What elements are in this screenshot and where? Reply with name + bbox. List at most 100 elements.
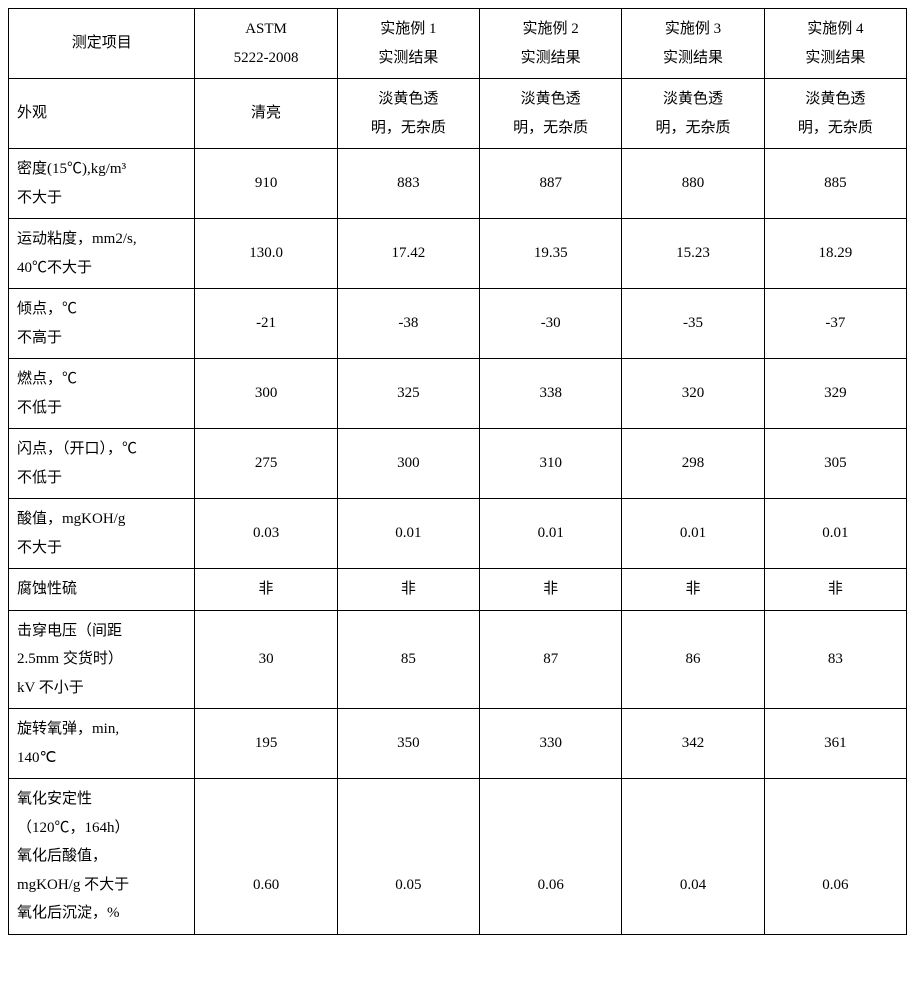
row-cell: 880 xyxy=(622,149,764,219)
row-cell: 887 xyxy=(480,149,622,219)
cell-line: 淡黄色透 xyxy=(488,85,613,114)
label-line: 击穿电压（间距 xyxy=(17,617,186,646)
row-cell: 非 xyxy=(622,569,764,611)
label-line: 氧化安定性 xyxy=(17,785,186,814)
row-cell: -35 xyxy=(622,289,764,359)
label-line: 氧化后沉淀，% xyxy=(17,899,186,928)
label-line: 燃点，℃ xyxy=(17,365,186,394)
row-cell: 0.06 xyxy=(764,779,906,935)
header-cell-ex3: 实施例 3 实测结果 xyxy=(622,9,764,79)
row-cell: 0.05 xyxy=(337,779,479,935)
row-cell: -30 xyxy=(480,289,622,359)
row-cell: 83 xyxy=(764,610,906,709)
cell-line: 淡黄色透 xyxy=(773,85,898,114)
table-row: 闪点，（开口），℃ 不低于 275 300 310 298 305 xyxy=(9,429,907,499)
label-line: 不大于 xyxy=(17,534,186,563)
row-cell: 0.03 xyxy=(195,499,337,569)
row-cell: 338 xyxy=(480,359,622,429)
header-line1: 实施例 1 xyxy=(346,15,471,44)
row-cell: 300 xyxy=(195,359,337,429)
row-cell: 130.0 xyxy=(195,219,337,289)
row-cell: 0.01 xyxy=(480,499,622,569)
row-cell: 87 xyxy=(480,610,622,709)
row-label: 旋转氧弹，min, 140℃ xyxy=(9,709,195,779)
table-row: 燃点，℃ 不低于 300 325 338 320 329 xyxy=(9,359,907,429)
label-line: 外观 xyxy=(17,105,47,121)
label-line: 运动粘度，mm2/s, xyxy=(17,225,186,254)
row-cell: 非 xyxy=(764,569,906,611)
table-row: 氧化安定性 （120℃，164h） 氧化后酸值， mgKOH/g 不大于 氧化后… xyxy=(9,779,907,935)
row-cell: 195 xyxy=(195,709,337,779)
row-cell: 350 xyxy=(337,709,479,779)
label-line: 不大于 xyxy=(17,184,186,213)
row-cell: 0.01 xyxy=(622,499,764,569)
label-line: 腐蚀性硫 xyxy=(17,581,77,597)
cell-line: 明，无杂质 xyxy=(773,114,898,143)
label-line: 2.5mm 交货时） xyxy=(17,645,186,674)
header-line2: 实测结果 xyxy=(488,44,613,73)
table-row: 倾点，℃ 不高于 -21 -38 -30 -35 -37 xyxy=(9,289,907,359)
row-label: 击穿电压（间距 2.5mm 交货时） kV 不小于 xyxy=(9,610,195,709)
label-line: 氧化后酸值， xyxy=(17,842,186,871)
row-cell: 18.29 xyxy=(764,219,906,289)
header-cell-ex4: 实施例 4 实测结果 xyxy=(764,9,906,79)
row-cell: 310 xyxy=(480,429,622,499)
label-line: 闪点，（开口），℃ xyxy=(17,435,186,464)
header-line2: 5222-2008 xyxy=(203,44,328,73)
row-cell: 17.42 xyxy=(337,219,479,289)
spec-table: 测定项目 ASTM 5222-2008 实施例 1 实测结果 实施例 2 实测结… xyxy=(8,8,907,935)
row-cell: -21 xyxy=(195,289,337,359)
row-label: 腐蚀性硫 xyxy=(9,569,195,611)
row-cell: 275 xyxy=(195,429,337,499)
row-cell: 淡黄色透 明，无杂质 xyxy=(480,79,622,149)
row-cell: -37 xyxy=(764,289,906,359)
cell-line: 淡黄色透 xyxy=(630,85,755,114)
table-row: 击穿电压（间距 2.5mm 交货时） kV 不小于 30 85 87 86 83 xyxy=(9,610,907,709)
row-cell: 342 xyxy=(622,709,764,779)
table-header-row: 测定项目 ASTM 5222-2008 实施例 1 实测结果 实施例 2 实测结… xyxy=(9,9,907,79)
header-line2: 实测结果 xyxy=(346,44,471,73)
header-line2: 实测结果 xyxy=(773,44,898,73)
row-cell: 85 xyxy=(337,610,479,709)
row-cell: 885 xyxy=(764,149,906,219)
row-cell: 非 xyxy=(195,569,337,611)
table-row: 运动粘度，mm2/s, 40℃不大于 130.0 17.42 19.35 15.… xyxy=(9,219,907,289)
row-cell: 305 xyxy=(764,429,906,499)
row-label: 密度(15℃),kg/m³ 不大于 xyxy=(9,149,195,219)
label-line: 倾点，℃ xyxy=(17,295,186,324)
row-cell: 0.01 xyxy=(337,499,479,569)
cell-line: 明，无杂质 xyxy=(630,114,755,143)
header-line2: 实测结果 xyxy=(630,44,755,73)
row-cell: 0.06 xyxy=(480,779,622,935)
row-cell: 非 xyxy=(337,569,479,611)
cell-line: 明，无杂质 xyxy=(346,114,471,143)
row-cell: 15.23 xyxy=(622,219,764,289)
row-cell: 淡黄色透 明，无杂质 xyxy=(337,79,479,149)
table-row: 密度(15℃),kg/m³ 不大于 910 883 887 880 885 xyxy=(9,149,907,219)
row-label: 倾点，℃ 不高于 xyxy=(9,289,195,359)
header-line1: ASTM xyxy=(203,15,328,44)
label-line: 酸值，mgKOH/g xyxy=(17,505,186,534)
header-cell-ex2: 实施例 2 实测结果 xyxy=(480,9,622,79)
label-line: 旋转氧弹，min, xyxy=(17,715,186,744)
label-line: mgKOH/g 不大于 xyxy=(17,871,186,900)
row-cell: 361 xyxy=(764,709,906,779)
row-cell: 910 xyxy=(195,149,337,219)
row-label: 氧化安定性 （120℃，164h） 氧化后酸值， mgKOH/g 不大于 氧化后… xyxy=(9,779,195,935)
row-cell: 淡黄色透 明，无杂质 xyxy=(622,79,764,149)
row-label: 外观 xyxy=(9,79,195,149)
table-row: 外观 清亮 淡黄色透 明，无杂质 淡黄色透 明，无杂质 淡黄色透 明，无杂质 淡… xyxy=(9,79,907,149)
row-cell: 320 xyxy=(622,359,764,429)
cell-line: 明，无杂质 xyxy=(488,114,613,143)
header-text: 测定项目 xyxy=(72,35,132,51)
table-row: 酸值，mgKOH/g 不大于 0.03 0.01 0.01 0.01 0.01 xyxy=(9,499,907,569)
row-cell: 883 xyxy=(337,149,479,219)
label-line: 140℃ xyxy=(17,744,186,773)
row-cell: 19.35 xyxy=(480,219,622,289)
row-label: 燃点，℃ 不低于 xyxy=(9,359,195,429)
cell-line: 清亮 xyxy=(251,105,281,121)
label-line: （120℃，164h） xyxy=(17,814,186,843)
row-cell: 非 xyxy=(480,569,622,611)
row-label: 酸值，mgKOH/g 不大于 xyxy=(9,499,195,569)
row-cell: 330 xyxy=(480,709,622,779)
